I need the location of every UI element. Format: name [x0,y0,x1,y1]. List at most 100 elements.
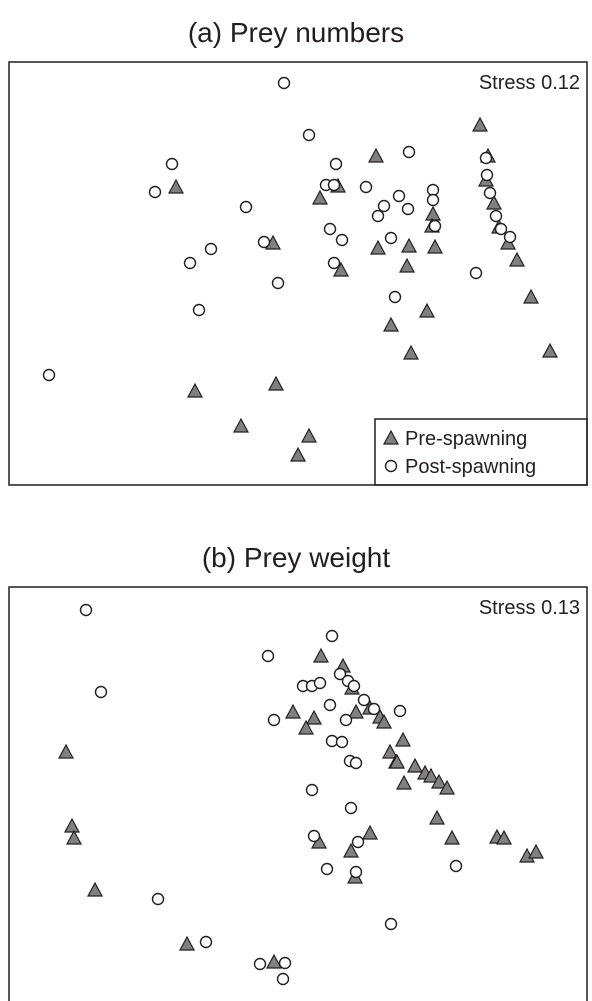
legend: Pre-spawning Post-spawning [374,418,588,486]
panel-a-post-spawning-point [426,193,440,207]
panel-b-frame [8,586,588,1001]
panel-b-post-spawning-point [335,735,349,749]
panel-b-post-spawning-point [349,865,363,879]
panel-a-post-spawning-point [329,157,343,171]
panel-a-pre-spawning-point [508,251,526,267]
panel-b-pre-spawning-point [57,743,75,759]
panel-b-post-spawning-point [349,756,363,770]
panel-a-post-spawning-point [335,233,349,247]
panel-a-post-spawning-point [489,209,503,223]
panel-b-post-spawning-point [344,801,358,815]
panel-a-pre-spawning-point [424,205,442,221]
panel-a-post-spawning-point [327,256,341,270]
panel-a-post-spawning-point [165,157,179,171]
panel-b-post-spawning-point [357,693,371,707]
panel-b-pre-spawning-point [495,829,513,845]
panel-b-pre-spawning-point [65,829,83,845]
panel-b-post-spawning-point [325,734,339,748]
panel-b-pre-spawning-point [381,743,399,759]
panel-a-pre-spawning-point [398,257,416,273]
panel-a-pre-spawning-point [426,238,444,254]
panel-a-pre-spawning-point [382,316,400,332]
panel-a-post-spawning-point [271,276,285,290]
panel-b-pre-spawning-point [86,881,104,897]
panel-b-post-spawning-point [253,957,267,971]
panel-b-post-spawning-point [267,713,281,727]
panel-b-post-spawning-point [278,956,292,970]
panel-a-pre-spawning-point [300,427,318,443]
panel-a-pre-spawning-point [400,237,418,253]
panel-a-post-spawning-point [148,185,162,199]
panel-a-pre-spawning-point [267,375,285,391]
panel-b-post-spawning-point [313,676,327,690]
legend-label-pre-spawning: Pre-spawning [405,428,527,450]
panel-b-pre-spawning-point [428,809,446,825]
panel-a-pre-spawning-point [232,417,250,433]
panel-b-post-spawning-point [449,859,463,873]
panel-a-pre-spawning-point [418,302,436,318]
panel-b-post-spawning-point [384,917,398,931]
panel-a-post-spawning-point [239,200,253,214]
panel-b-pre-spawning-point [297,719,315,735]
panel-b-pre-spawning-point [312,647,330,663]
panel-b-pre-spawning-point [342,842,360,858]
panel-a-post-spawning-point [402,145,416,159]
panel-a-pre-spawning-point [367,147,385,163]
panel-b-pre-spawning-point [388,753,406,769]
panel-b: (b) Prey weight Stress 0.13 [8,542,588,1001]
panel-a-post-spawning-point [277,76,291,90]
panel-b-post-spawning-point [351,835,365,849]
panel-b-pre-spawning-point [375,713,393,729]
panel-a: (a) Prey numbers Stress 0.12 Pre-spawnin… [8,17,588,486]
panel-b-pre-spawning-point [361,824,379,840]
panel-b-pre-spawning-point [178,935,196,951]
panel-a-post-spawning-point [302,128,316,142]
panel-b-pre-spawning-point [347,703,365,719]
panel-a-pre-spawning-point [369,239,387,255]
panel-a-post-spawning-point [204,242,218,256]
panel-b-post-spawning-point [307,829,321,843]
panel-b-post-spawning-point [367,702,381,716]
panel-a-post-spawning-point [388,290,402,304]
panel-a-pre-spawning-point [186,382,204,398]
panel-b-pre-spawning-point [284,703,302,719]
panel-b-post-spawning-point [199,935,213,949]
panel-a-post-spawning-point [384,231,398,245]
panel-a-post-spawning-point [428,219,442,233]
panel-b-post-spawning-point [323,698,337,712]
panel-b-pre-spawning-point [438,779,456,795]
panel-b-post-spawning-point [339,713,353,727]
panel-b-pre-spawning-point [430,773,448,789]
panel-b-post-spawning-point [347,679,361,693]
panel-a-pre-spawning-point [311,189,329,205]
panel-b-points [57,603,545,986]
panel-a-post-spawning-point [192,303,206,317]
panel-b-pre-spawning-point [443,829,461,845]
panel-b-pre-spawning-point [63,817,81,833]
panel-a-pre-spawning-point [522,288,540,304]
panel-a-pre-spawning-point [167,178,185,194]
panel-a-frame [8,61,588,486]
panel-a-post-spawning-point [327,178,341,192]
panel-a-pre-spawning-point [471,116,489,132]
panel-b-pre-spawning-point [305,709,323,725]
panel-a-post-spawning-point [503,230,517,244]
panel-a-points [42,76,559,462]
panel-a-title: (a) Prey numbers [188,17,404,48]
panel-b-post-spawning-point [305,783,319,797]
panel-a-post-spawning-point [359,180,373,194]
panel-b-post-spawning-point [79,603,93,617]
panel-a-post-spawning-point [392,189,406,203]
panel-a-post-spawning-point [494,222,508,236]
panel-b-pre-spawning-point [422,767,440,783]
panel-a-post-spawning-point [42,368,56,382]
panel-b-post-spawning-point [276,972,290,986]
legend-circle-marker [384,459,398,473]
panel-b-post-spawning-point [94,685,108,699]
panel-a-pre-spawning-point [485,194,503,210]
panel-b-pre-spawning-point [394,731,412,747]
panel-a-pre-spawning-point [402,344,420,360]
panel-b-pre-spawning-point [527,843,545,859]
panel-a-post-spawning-point [377,199,391,213]
